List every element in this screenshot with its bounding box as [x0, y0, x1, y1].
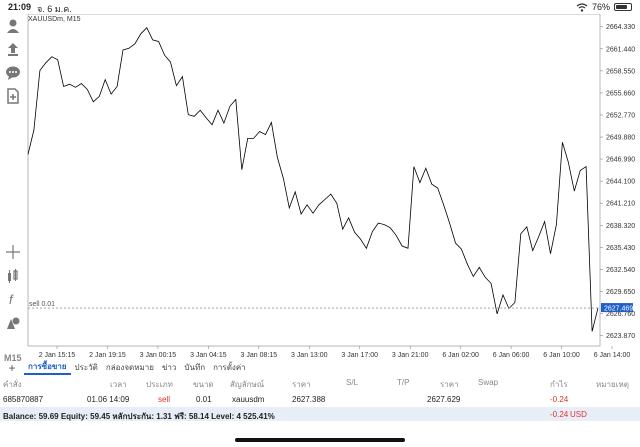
battery-percent: 76% [591, 2, 610, 12]
user-icon[interactable] [5, 18, 21, 34]
price-line-series [27, 27, 599, 332]
col-symbol: สัญลักษณ์ [230, 380, 265, 389]
chat-icon[interactable] [5, 65, 21, 81]
tab-trade[interactable]: การซื้อขาย [24, 360, 71, 375]
order-time: 01.06 14:09 [87, 395, 130, 404]
upload-icon[interactable] [5, 41, 21, 57]
x-tick-label: 3 Jan 13:00 [291, 352, 328, 359]
order-symbol: xauusdm [232, 395, 265, 404]
x-tick-label: 6 Jan 10:00 [543, 352, 580, 359]
y-tick-label: 2652.770 [606, 112, 635, 119]
x-tick-label: 2 Jan 15:15 [39, 352, 76, 359]
chart-toolbar: f M15 [0, 14, 25, 363]
wifi-icon [576, 2, 588, 12]
order-line-label: sell 0.01 [29, 301, 55, 308]
y-tick-label: 2629.650 [606, 289, 635, 296]
account-summary: Balance: 59.69 Equity: 59.45 หลักประกัน:… [0, 407, 640, 421]
x-tick-label: 3 Jan 17:00 [341, 352, 378, 359]
objects-icon[interactable] [5, 315, 21, 331]
y-tick-label: 2626.760 [606, 311, 635, 318]
function-icon[interactable]: f [5, 291, 21, 307]
y-tick-label: 2632.540 [606, 267, 635, 274]
x-tick-label: 2 Jan 19:15 [89, 352, 126, 359]
x-tick-label: 3 Jan 08:15 [241, 352, 278, 359]
tab-mailbox[interactable]: กล่องจดหมาย [105, 363, 154, 372]
col-type: ประเภท [146, 380, 173, 389]
home-indicator[interactable] [235, 438, 405, 442]
x-tick-label: 3 Jan 00:15 [140, 352, 177, 359]
current-price-value: 2627.469 [604, 306, 633, 313]
order-id: 685870887 [3, 395, 44, 404]
tab-settings[interactable]: การตั้งค่า [213, 363, 246, 372]
x-tick-label: 3 Jan 21:00 [392, 352, 429, 359]
col-profit: กำไร [550, 380, 568, 389]
col-price: ราคา [440, 380, 459, 389]
col-order: คำสั่ง [3, 380, 22, 389]
y-tick-label: 2644.100 [606, 179, 635, 186]
y-tick-label: 2649.880 [606, 135, 635, 142]
y-tick-label: 2638.320 [606, 223, 635, 230]
order-price: 2627.629 [427, 395, 461, 404]
add-icon[interactable]: + [8, 360, 16, 375]
trade-table-header: คำสั่ง เวลา ประเภท ขนาด สัญลักษณ์ ราคา S… [0, 376, 640, 389]
col-size: ขนาด [193, 380, 214, 389]
col-time: เวลา [110, 380, 127, 389]
tab-journal[interactable]: บันทึก [184, 363, 206, 372]
col-comment: หมายเหตุ [596, 380, 629, 389]
y-tick-label: 2646.990 [606, 157, 635, 164]
order-open-price: 2627.388 [292, 395, 326, 404]
y-tick-label: 2623.870 [606, 333, 635, 340]
clock: 21:09 [8, 2, 32, 12]
timeframe-label[interactable]: M15 [4, 353, 22, 363]
col-sl: S/L [346, 378, 359, 387]
chart-canvas[interactable]: 2664.330 2661.440 2658.550 2655.660 2652.770… [25, 13, 640, 360]
indicators-icon[interactable] [5, 268, 21, 284]
chart-grid [27, 13, 601, 347]
col-tp: T/P [397, 378, 410, 387]
symbol-label: XAUUSDm, M15 [28, 16, 81, 23]
y-axis: 2664.330 2661.440 2658.550 2655.660 2652.770… [600, 24, 635, 340]
total-profit: -0.24 [550, 410, 569, 419]
x-axis: 2 Jan 15:15 2 Jan 19:15 3 Jan 00:15 3 Jan 0… [39, 346, 631, 359]
order-type: sell [158, 395, 171, 404]
tab-history[interactable]: ประวัติ [74, 363, 98, 372]
account-balance-line: Balance: 59.69 Equity: 59.45 หลักประกัน:… [3, 412, 275, 421]
col-swap: Swap [478, 378, 499, 387]
crosshair-icon[interactable] [5, 244, 21, 260]
y-tick-label: 2664.330 [606, 24, 635, 31]
y-tick-label: 2658.550 [606, 68, 635, 75]
y-tick-label: 2635.430 [606, 245, 635, 252]
order-size: 0.01 [196, 395, 212, 404]
tab-news[interactable]: ข่าว [161, 363, 177, 372]
y-tick-label: 2661.440 [606, 46, 635, 53]
x-tick-label: 6 Jan 02:00 [442, 352, 479, 359]
order-profit: -0.24 [550, 395, 569, 404]
y-tick-label: 2641.210 [606, 201, 635, 208]
x-tick-label: 3 Jan 04:15 [190, 352, 227, 359]
battery-icon [614, 3, 632, 11]
price-chart[interactable]: 2664.330 2661.440 2658.550 2655.660 2652.770… [25, 13, 640, 360]
svg-text:f: f [9, 292, 14, 307]
table-row[interactable]: 685870887 01.06 14:09 sell 0.01 xauusdm … [0, 393, 640, 405]
y-tick-label: 2655.660 [606, 90, 635, 97]
x-tick-label: 6 Jan 14:00 [594, 352, 631, 359]
profit-currency: USD [570, 410, 587, 419]
current-price-tag [601, 303, 633, 313]
col-open-price: ราคา [292, 380, 311, 389]
status-bar: 21:09 จ. 6 ม.ค. 76% [0, 0, 640, 14]
add-document-icon[interactable] [5, 88, 21, 104]
date: จ. 6 ม.ค. [37, 4, 72, 14]
status-right: 76% [576, 2, 632, 12]
plot-frame [27, 13, 601, 347]
terminal-tabs: + การซื้อขาย ประวัติ กล่องจดหมาย ข่าว บั… [0, 360, 640, 375]
x-tick-label: 6 Jan 06:00 [493, 352, 530, 359]
